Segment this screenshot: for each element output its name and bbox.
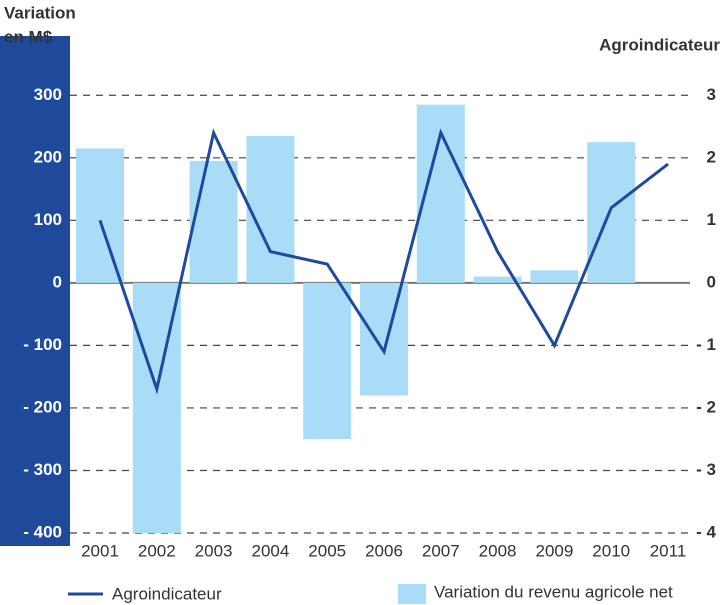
x-tick-label: 2001	[81, 541, 119, 560]
legend-swatch	[398, 584, 426, 604]
y-tick-label: - 100	[23, 335, 62, 354]
y2-tick-label: 3	[707, 85, 716, 104]
y-tick-label: - 200	[23, 397, 62, 416]
x-tick-label: 2009	[535, 541, 573, 560]
x-tick-label: 2003	[195, 541, 233, 560]
bar	[360, 282, 408, 396]
x-tick-label: 2008	[479, 541, 517, 560]
y2-tick-label: - 2	[696, 397, 716, 416]
bar	[76, 148, 124, 283]
bar	[303, 282, 352, 440]
y-tick-label: 200	[34, 147, 62, 166]
x-tick-label: 2006	[365, 541, 403, 560]
y2-tick-label: 2	[707, 147, 716, 166]
line	[98, 128, 669, 395]
y-tick-label: 0	[53, 272, 62, 291]
bar	[587, 142, 636, 283]
y-axis-panel	[0, 36, 70, 546]
y2-tick-label: 1	[707, 210, 716, 229]
y-tick-label: - 400	[23, 522, 62, 541]
bar	[189, 160, 238, 283]
bar	[246, 135, 295, 283]
y-axis-title: en M$	[4, 27, 53, 46]
legend-label: Variation du revenu agricole net	[434, 582, 673, 601]
y2-axis-title: Agroindicateur	[599, 35, 720, 54]
x-tick-label: 2005	[308, 541, 346, 560]
y-tick-label: 300	[34, 85, 62, 104]
y2-tick-label: - 4	[696, 522, 716, 541]
x-tick-label: 2011	[650, 541, 687, 560]
bar	[132, 282, 181, 533]
x-tick-label: 2007	[422, 541, 460, 560]
bar	[473, 276, 522, 283]
y-tick-label: - 300	[23, 460, 62, 479]
y2-tick-label: 0	[707, 272, 716, 291]
x-tick-label: 2004	[251, 541, 289, 560]
y-tick-label: 100	[34, 210, 62, 229]
y2-tick-label: - 1	[696, 335, 716, 354]
bar	[530, 270, 579, 283]
legend-label: Agroindicateur	[112, 584, 222, 603]
x-tick-label: 2010	[592, 541, 630, 560]
x-tick-label: 2002	[138, 541, 176, 560]
y2-tick-label: - 3	[696, 460, 716, 479]
y-axis-title: Variation	[4, 3, 76, 22]
